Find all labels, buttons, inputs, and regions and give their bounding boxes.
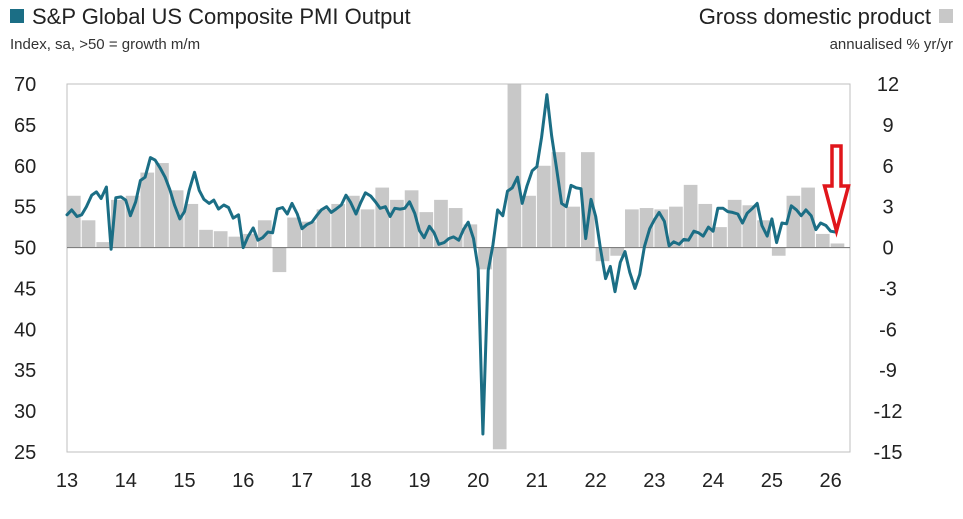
x-tick-label: 14 (115, 470, 137, 492)
left-tick-label: 30 (14, 401, 36, 423)
x-tick-label: 16 (232, 470, 254, 492)
left-tick-label: 70 (14, 74, 36, 96)
gdp-bar (96, 242, 111, 248)
gdp-bar (81, 220, 96, 248)
gdp-bar (360, 209, 375, 248)
gdp-bar (669, 206, 683, 248)
gdp-bar (771, 247, 786, 256)
gdp-bar (625, 209, 639, 248)
right-tick-label: -9 (879, 360, 897, 382)
left-axis-subtitle: Index, sa, >50 = growth m/m (10, 36, 201, 53)
gdp-bar (727, 199, 742, 248)
x-tick-label: 23 (643, 470, 665, 492)
x-tick-label: 21 (526, 470, 548, 492)
x-tick-label: 13 (56, 470, 78, 492)
right-tick-label: 3 (882, 197, 893, 219)
x-tick-label: 25 (761, 470, 783, 492)
left-tick-label: 35 (14, 360, 36, 382)
down-arrow-icon (822, 144, 851, 238)
gdp-bar (67, 195, 81, 248)
gdp-bar (610, 247, 625, 256)
gdp-bar (140, 172, 155, 248)
legend-gdp-label: Gross domestic product (698, 4, 931, 29)
gdp-bar (492, 247, 507, 450)
right-tick-label: 12 (877, 74, 899, 96)
left-tick-label: 50 (14, 238, 36, 260)
right-tick-label: -3 (879, 278, 897, 300)
x-tick-label: 15 (173, 470, 195, 492)
gdp-bar (536, 165, 551, 248)
gdp-bar (639, 208, 654, 248)
x-tick-label: 20 (467, 470, 489, 492)
gdp-bar (316, 209, 331, 248)
gdp-bar (757, 220, 771, 248)
gdp-bar (287, 217, 301, 248)
gdp-bar (698, 203, 713, 248)
gdp-bar (213, 231, 228, 248)
x-tick-label: 22 (585, 470, 607, 492)
right-tick-label: 6 (882, 156, 893, 178)
gdp-bar (522, 195, 536, 248)
right-axis-subtitle: annualised % yr/yr (829, 36, 953, 53)
left-tick-label: 55 (14, 197, 36, 219)
right-tick-label: -6 (879, 319, 897, 341)
right-tick-label: 0 (882, 238, 893, 260)
gdp-bar (184, 203, 199, 248)
gdp-bar (507, 84, 522, 248)
gdp-bar (566, 206, 580, 248)
legend-gdp: Gross domestic product (699, 4, 953, 30)
gdp-bar (815, 233, 830, 248)
x-tick-label: 26 (819, 470, 841, 492)
gdp-bar (346, 195, 360, 248)
gdp-bar (228, 236, 243, 248)
right-tick-label: -12 (874, 401, 903, 423)
gdp-bar (390, 199, 404, 248)
left-tick-label: 60 (14, 156, 36, 178)
gdp-bar (801, 187, 815, 248)
x-tick-label: 18 (350, 470, 372, 492)
x-tick-label: 17 (291, 470, 313, 492)
gdp-bar (830, 243, 845, 248)
right-tick-label: 9 (882, 115, 893, 137)
gdp-bar (434, 199, 448, 248)
legend-pmi: S&P Global US Composite PMI Output (10, 4, 411, 30)
gdp-swatch-icon (939, 9, 953, 24)
x-tick-label: 19 (408, 470, 430, 492)
left-tick-label: 65 (14, 115, 36, 137)
gdp-bar (375, 187, 390, 248)
pmi-line (65, 93, 837, 436)
right-tick-label: -15 (874, 442, 903, 464)
gdp-bar (272, 247, 287, 273)
gdp-bar (199, 229, 213, 248)
gdp-bar (301, 221, 316, 248)
plot-frame (66, 83, 851, 453)
gdp-bar (551, 152, 566, 248)
x-tick-label: 24 (702, 470, 724, 492)
gdp-bar (713, 227, 727, 248)
left-tick-label: 40 (14, 319, 36, 341)
gdp-bar (331, 203, 346, 248)
left-tick-label: 25 (14, 442, 36, 464)
legend-pmi-label: S&P Global US Composite PMI Output (32, 4, 411, 29)
gdp-bar (448, 208, 463, 248)
left-tick-label: 45 (14, 278, 36, 300)
pmi-swatch-icon (10, 9, 24, 24)
gdp-bar (155, 163, 169, 248)
